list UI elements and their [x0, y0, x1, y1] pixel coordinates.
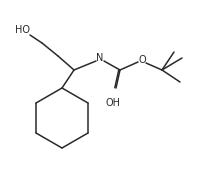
Text: N: N: [96, 53, 104, 63]
Text: OH: OH: [105, 98, 121, 108]
Text: O: O: [138, 55, 146, 65]
Text: HO: HO: [15, 25, 29, 35]
